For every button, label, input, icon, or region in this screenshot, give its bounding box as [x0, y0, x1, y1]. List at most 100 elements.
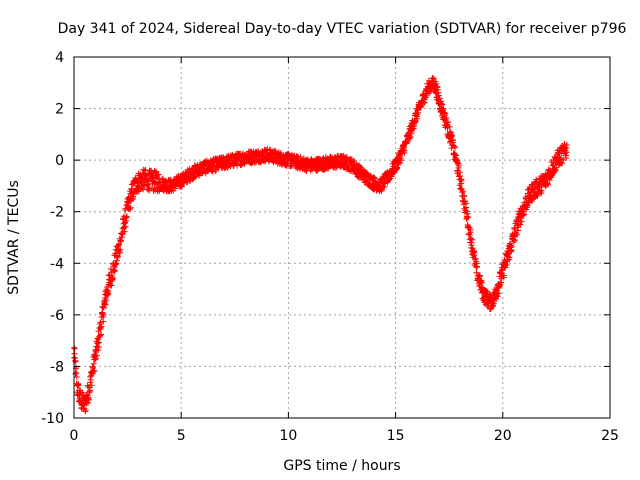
data-point — [98, 323, 105, 330]
data-point — [563, 154, 570, 161]
data-point — [71, 345, 78, 352]
data-point — [79, 389, 86, 396]
data-point — [545, 181, 552, 188]
data-point — [518, 218, 525, 225]
data-point — [107, 266, 114, 273]
data-point — [92, 355, 99, 362]
data-point — [537, 188, 544, 195]
y-tick-label: 0 — [55, 153, 64, 169]
data-point — [93, 352, 100, 359]
data-point — [422, 94, 429, 101]
y-tick-label: -10 — [41, 411, 64, 427]
data-point — [126, 206, 133, 213]
x-tick-label: 25 — [601, 428, 619, 444]
data-point — [86, 396, 93, 403]
plot-frame — [73, 56, 611, 419]
data-point — [467, 229, 474, 236]
data-point — [114, 253, 121, 260]
data-point — [414, 115, 421, 122]
data-point — [100, 312, 107, 319]
data-point — [559, 160, 566, 167]
data-point — [350, 158, 357, 165]
data-point — [75, 382, 82, 389]
data-point — [473, 269, 480, 276]
data-point — [111, 267, 118, 274]
chart-title: Day 341 of 2024, Sidereal Day-to-day VTE… — [58, 21, 627, 37]
data-point — [442, 110, 449, 117]
data-point — [121, 219, 128, 226]
data-point — [469, 236, 476, 243]
data-point — [461, 193, 468, 200]
y-tick-label: 4 — [55, 50, 64, 66]
data-point — [495, 290, 502, 297]
y-tick-label: -6 — [50, 308, 64, 324]
data-point — [80, 401, 87, 408]
data-point — [514, 231, 521, 238]
y-tick-label: -4 — [50, 256, 64, 272]
data-point — [508, 243, 515, 250]
data-point — [460, 188, 467, 195]
data-point — [398, 157, 405, 164]
x-axis-label: GPS time / hours — [283, 458, 400, 474]
data-point — [517, 221, 524, 228]
data-point — [401, 147, 408, 154]
data-point — [72, 370, 79, 377]
data-point — [435, 92, 442, 99]
data-point — [494, 293, 501, 300]
data-point — [511, 226, 518, 233]
data-point — [468, 242, 475, 249]
data-point — [450, 136, 457, 143]
data-point — [551, 167, 558, 174]
data-point — [127, 204, 134, 211]
data-point — [506, 254, 513, 261]
data-points — [71, 75, 570, 415]
data-point — [455, 162, 462, 169]
data-point — [445, 118, 452, 125]
data-point — [429, 75, 436, 82]
data-point — [451, 143, 458, 150]
data-point — [415, 109, 422, 116]
x-tick-label: 5 — [177, 428, 186, 444]
data-point — [109, 274, 116, 281]
data-point — [224, 164, 231, 171]
data-point — [138, 174, 145, 181]
data-point — [121, 228, 128, 235]
data-point — [476, 272, 483, 279]
data-point — [411, 119, 418, 126]
data-point — [142, 166, 149, 173]
data-point — [439, 101, 446, 108]
axis-ticks: 0 5 10 15 20 25 -10 -8 -6 -4 -2 0 2 4 — [41, 50, 619, 444]
data-point — [436, 95, 443, 102]
data-point — [531, 185, 538, 192]
data-point — [407, 134, 414, 141]
gridlines — [74, 57, 610, 418]
data-point — [433, 80, 440, 87]
data-point — [563, 149, 570, 156]
x-tick-label: 15 — [387, 428, 405, 444]
data-point — [91, 367, 98, 374]
data-point — [458, 178, 465, 185]
data-point — [443, 115, 450, 122]
data-point — [378, 187, 385, 194]
data-point — [117, 238, 124, 245]
data-point — [503, 262, 510, 269]
data-point — [538, 187, 545, 194]
data-point — [73, 373, 80, 380]
data-point — [438, 100, 445, 107]
data-point — [117, 246, 124, 253]
data-point — [471, 249, 478, 256]
data-point — [364, 171, 371, 178]
data-point — [111, 268, 118, 275]
data-point — [82, 407, 89, 414]
data-point — [122, 223, 129, 230]
data-point — [97, 332, 104, 339]
data-point — [141, 182, 148, 189]
data-point — [451, 144, 458, 151]
y-tick-label: -2 — [50, 205, 64, 221]
data-point — [86, 387, 93, 394]
data-point — [123, 213, 130, 220]
data-point — [145, 184, 152, 191]
data-point — [474, 263, 481, 270]
data-point — [74, 392, 81, 399]
